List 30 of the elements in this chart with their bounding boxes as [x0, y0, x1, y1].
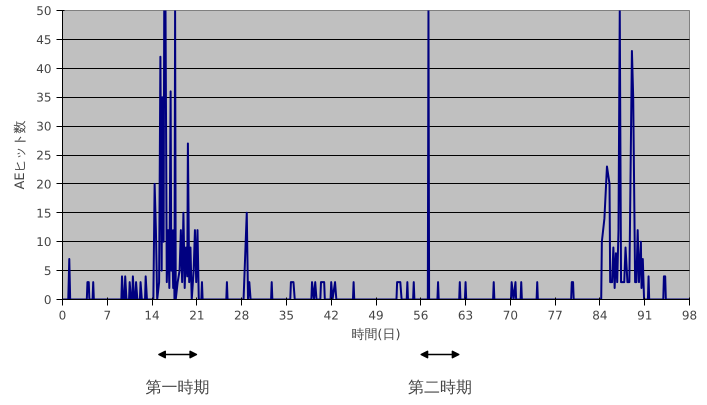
- x-tick-label: 0: [58, 308, 66, 322]
- y-tick-label: 35: [36, 90, 52, 105]
- x-tick-label: 91: [637, 308, 652, 322]
- x-tick-label: 49: [368, 308, 384, 322]
- x-tick-label: 14: [144, 308, 160, 322]
- x-tick-label: 63: [458, 308, 474, 322]
- x-tick-label: 56: [413, 308, 428, 322]
- y-tick-label: 40: [36, 62, 52, 76]
- x-tick-label: 7: [103, 308, 112, 322]
- x-tick-label: 42: [324, 308, 339, 322]
- y-tick-label: 10: [36, 235, 52, 250]
- y-tick-label: 50: [36, 4, 52, 18]
- y-tick-label: 0: [44, 293, 52, 307]
- y-tick-label: 45: [36, 32, 52, 47]
- x-tick-label: 28: [234, 308, 250, 322]
- x-tick-label: 21: [189, 308, 205, 322]
- y-tick-label: 15: [36, 206, 52, 220]
- text: 第一時期: [146, 378, 210, 396]
- y-tick-label: 30: [36, 120, 52, 134]
- y-axis-title: AEヒット数: [13, 120, 28, 190]
- text: 第二時期: [408, 378, 472, 396]
- x-tick-label: 70: [502, 308, 518, 322]
- y-tick-label: 25: [36, 148, 52, 162]
- x-tick-label: 84: [592, 308, 608, 322]
- y-tick-label: 20: [36, 177, 52, 192]
- y-tick-label: 5: [44, 264, 52, 278]
- x-axis-title: 時間(日): [351, 328, 401, 342]
- x-tick-label: 77: [548, 308, 563, 322]
- x-tick-label: 35: [278, 308, 294, 322]
- x-tick-label: 98: [682, 308, 698, 322]
